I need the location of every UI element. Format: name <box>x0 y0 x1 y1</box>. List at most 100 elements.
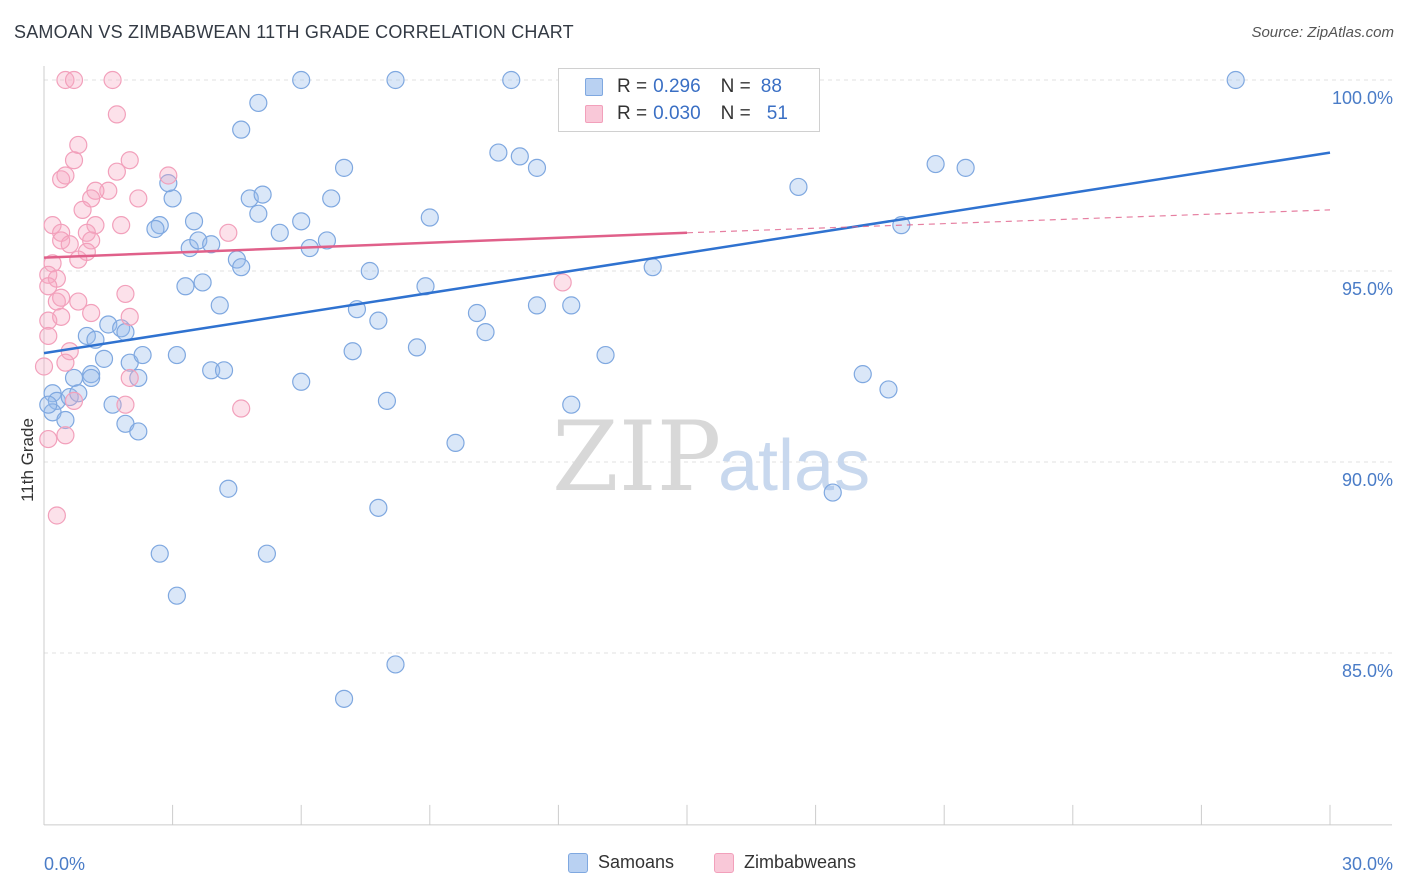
samoans-point-35 <box>163 189 182 208</box>
samoans-point-81 <box>369 498 388 517</box>
samoans-point-49 <box>386 70 405 90</box>
samoans-point-71 <box>956 158 975 177</box>
legend-samoans-label: Samoans <box>598 852 675 872</box>
zimbabweans-point-8 <box>107 162 126 181</box>
samoans-point-67 <box>643 258 662 277</box>
samoans-point-9 <box>94 349 114 368</box>
samoans-point-79 <box>377 391 397 410</box>
samoans-point-50 <box>502 70 521 90</box>
samoans-point-63 <box>476 323 495 342</box>
samoans-point-85 <box>386 655 405 674</box>
samoans-point-23 <box>214 361 234 380</box>
samoans-point-18 <box>103 395 122 414</box>
correlation-legend: R = 0.296 N = 88 R = 0.030 N = 51 <box>558 68 820 132</box>
zimbabweans-r-value: 0.030 <box>653 103 701 124</box>
samoans-point-34 <box>184 212 204 231</box>
zimbabweans-point-11 <box>99 181 118 200</box>
zimbabweans-point-49 <box>47 506 66 525</box>
grid-lines <box>44 79 1392 654</box>
samoans-point-80 <box>219 479 238 498</box>
samoans-point-43 <box>317 231 337 250</box>
zimbabweans-legend-icon <box>714 852 734 873</box>
samoans-point-77 <box>292 372 311 391</box>
legend-item-zimbabweans[interactable]: Zimbabweans <box>714 852 856 873</box>
zimbabweans-point-45 <box>116 395 135 414</box>
legend-zimbabweans-label: Zimbabweans <box>744 852 857 872</box>
samoans-point-36 <box>159 174 178 193</box>
x-tick-label-1: 30.0% <box>1342 854 1393 874</box>
zimbabweans-point-50 <box>553 273 572 292</box>
samoans-point-44 <box>322 189 341 208</box>
chart-title: SAMOAN VS ZIMBABWEAN 11TH GRADE CORRELAT… <box>14 22 574 42</box>
samoans-point-53 <box>489 143 508 162</box>
samoans-point-26 <box>210 296 229 315</box>
zimbabweans-point-44 <box>64 391 84 410</box>
zimbabweans-point-6 <box>120 151 139 170</box>
y-tick-label-2: 90.0% <box>1342 470 1393 490</box>
samoans-point-65 <box>562 296 581 315</box>
zimbabweans-point-20 <box>52 231 71 250</box>
samoans-point-61 <box>343 342 362 361</box>
legend-row-samoans: R = 0.296 N = 88 <box>585 74 788 100</box>
source-label: Source: ZipAtlas.com <box>1251 24 1394 41</box>
zimbabweans-point-47 <box>56 426 75 445</box>
samoans-point-28 <box>232 258 251 277</box>
watermark-zip: ZIP <box>552 401 721 513</box>
zimbabweans-point-3 <box>107 105 126 124</box>
samoans-point-7 <box>82 365 101 384</box>
samoans-point-33 <box>146 219 165 239</box>
samoans-point-45 <box>334 158 354 177</box>
samoans-point-10 <box>77 326 96 346</box>
legend-item-samoans[interactable]: Samoans <box>568 852 674 873</box>
samoans-point-25 <box>193 273 212 292</box>
samoans-point-62 <box>467 303 487 323</box>
samoans-point-20 <box>129 422 148 441</box>
zimbabweans-point-10 <box>56 166 75 185</box>
zimbabweans-point-32 <box>52 288 71 307</box>
samoans-point-22 <box>202 361 221 380</box>
samoans-point-55 <box>527 158 547 177</box>
zimbabweans-point-26 <box>69 250 88 269</box>
zimbabweans-point-2 <box>103 70 122 90</box>
zimbabweans-trend-extension <box>686 209 1331 234</box>
zimbabweans-point-33 <box>69 292 88 311</box>
zimbabweans-point-46 <box>232 399 251 418</box>
samoans-point-87 <box>39 395 58 414</box>
samoans-point-84 <box>167 586 186 605</box>
zimbabweans-point-22 <box>82 231 101 250</box>
zimbabweans-point-5 <box>64 151 84 170</box>
y-axis-label: 11th Grade <box>18 418 37 502</box>
samoans-point-86 <box>334 689 354 708</box>
series-legend: Samoans Zimbabweans <box>0 852 1406 878</box>
samoans-point-5 <box>64 368 84 388</box>
zimbabweans-trend-line <box>43 231 688 259</box>
samoans-point-52 <box>1226 70 1245 90</box>
samoans-point-31 <box>202 235 221 254</box>
trend-lines <box>43 151 1331 355</box>
data-points <box>34 70 1245 708</box>
zimbabweans-point-7 <box>159 166 178 185</box>
watermark: ZIP atlas <box>552 401 870 513</box>
samoans-n-value: 88 <box>760 76 782 97</box>
zimbabweans-point-24 <box>219 223 238 242</box>
samoans-point-82 <box>150 544 169 563</box>
tick-labels: 100.0% 95.0% 90.0% 85.0% 0.0% 30.0% <box>44 88 1393 874</box>
samoans-point-75 <box>823 483 842 502</box>
samoans-point-48 <box>292 70 311 90</box>
samoans-swatch-icon <box>585 78 603 96</box>
samoans-n-label: N = <box>720 76 751 97</box>
samoans-point-40 <box>270 223 289 242</box>
samoans-point-3 <box>56 410 75 430</box>
samoans-point-16 <box>133 345 152 365</box>
samoans-point-24 <box>176 277 195 296</box>
zimbabweans-n-label: N = <box>720 103 751 124</box>
samoans-point-70 <box>926 154 945 174</box>
samoans-legend-icon <box>568 852 588 873</box>
samoans-point-41 <box>292 212 311 231</box>
zimbabweans-point-48 <box>39 429 58 449</box>
samoans-point-66 <box>596 345 615 365</box>
samoans-trend-line <box>43 151 1331 355</box>
axes <box>43 66 1392 826</box>
samoans-point-56 <box>360 261 379 281</box>
y-tick-label-3: 85.0% <box>1342 661 1393 681</box>
